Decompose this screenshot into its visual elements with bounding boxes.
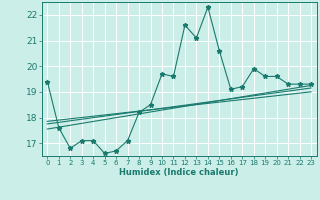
X-axis label: Humidex (Indice chaleur): Humidex (Indice chaleur) [119,168,239,177]
